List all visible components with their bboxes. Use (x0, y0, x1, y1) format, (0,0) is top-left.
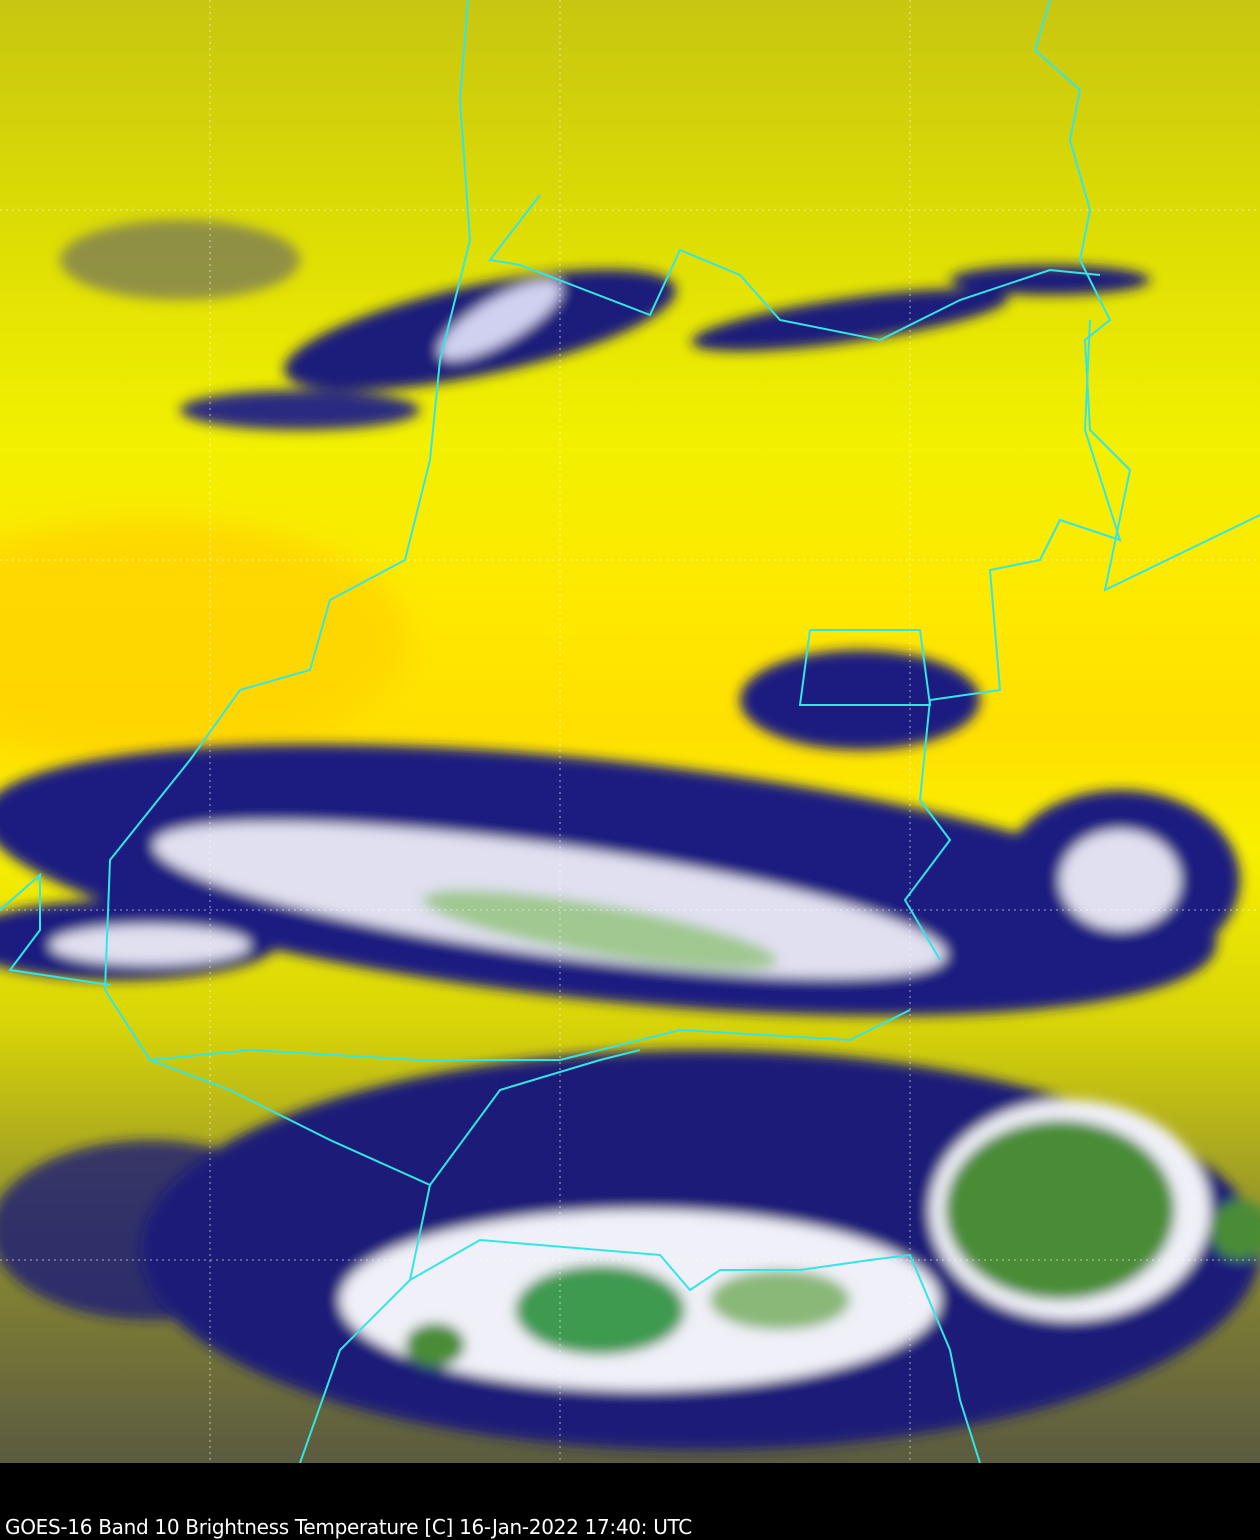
cloud-band-north (60, 220, 1150, 430)
political-borders (0, 0, 1260, 1463)
cloud-band-central (0, 650, 1240, 1016)
satellite-image (0, 0, 1260, 1463)
image-caption: GOES-16 Band 10 Brightness Temperature [… (5, 1515, 692, 1539)
caption-bar (0, 1463, 1260, 1540)
warm-region (0, 520, 410, 760)
cloud-mass-south (0, 1050, 1260, 1450)
lat-lon-grid (0, 0, 1260, 1463)
